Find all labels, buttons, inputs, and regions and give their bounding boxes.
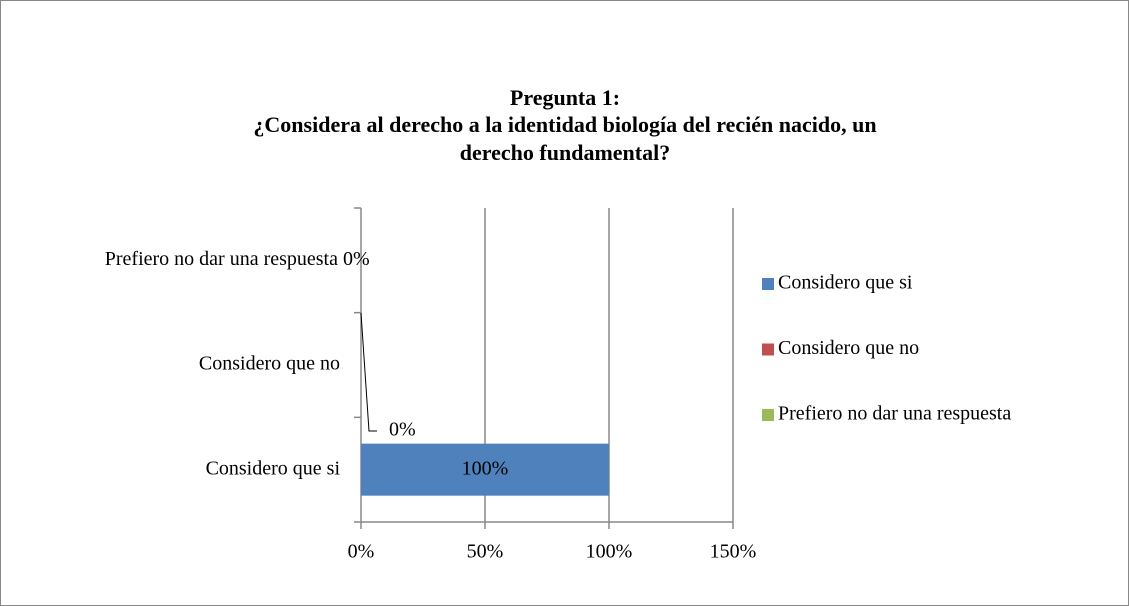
data-label: 0% bbox=[343, 248, 370, 270]
x-tick-label: 50% bbox=[467, 541, 504, 563]
leader-line bbox=[360, 312, 377, 432]
y-tick-label: Prefiero no dar una respuesta bbox=[105, 248, 338, 270]
x-tick-label: 100% bbox=[586, 541, 633, 563]
x-tick-label: 150% bbox=[710, 541, 757, 563]
y-tick-label: Considero que si bbox=[206, 457, 341, 479]
data-label: 0% bbox=[389, 419, 416, 441]
legend-label: Considero que si bbox=[778, 272, 913, 294]
chart-title: Pregunta 1: bbox=[510, 85, 620, 110]
y-tick-label: Considero que no bbox=[199, 353, 340, 375]
x-tick-label: 0% bbox=[348, 541, 375, 563]
legend-swatch bbox=[762, 278, 774, 290]
legend-swatch bbox=[762, 343, 774, 356]
legend-label: Considero que no bbox=[778, 337, 919, 359]
chart-title: ¿Considera al derecho a la identidad bio… bbox=[253, 112, 876, 137]
legend-swatch bbox=[762, 409, 774, 421]
data-label: 100% bbox=[462, 457, 509, 479]
bar bbox=[361, 443, 609, 496]
chart-title: derecho fundamental? bbox=[460, 140, 670, 165]
legend-label: Prefiero no dar una respuesta bbox=[778, 403, 1011, 425]
